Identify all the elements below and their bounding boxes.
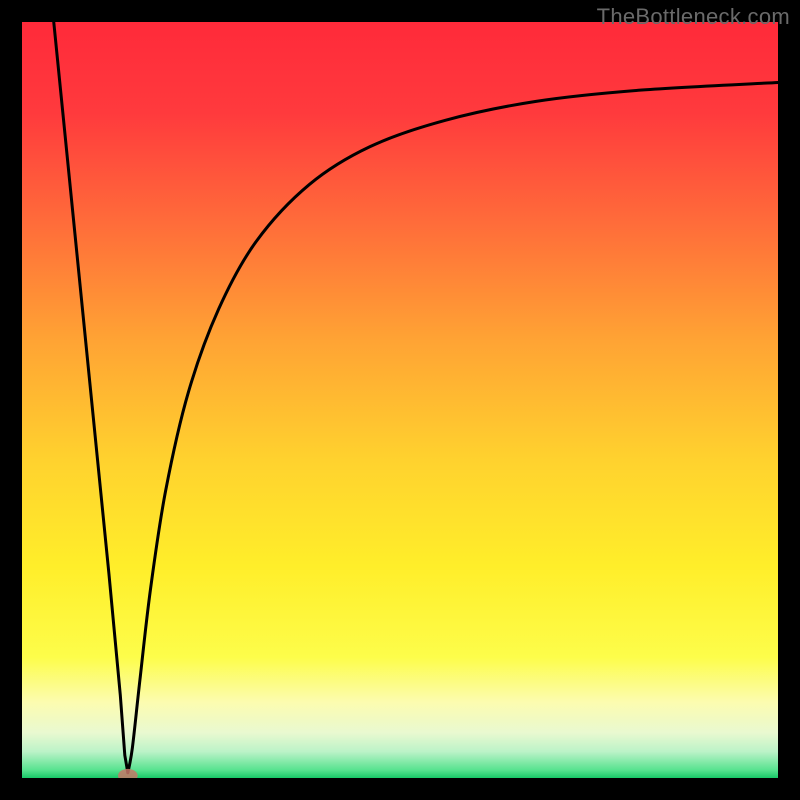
chart-svg (0, 0, 800, 800)
bottleneck-chart: TheBottleneck.com (0, 0, 800, 800)
